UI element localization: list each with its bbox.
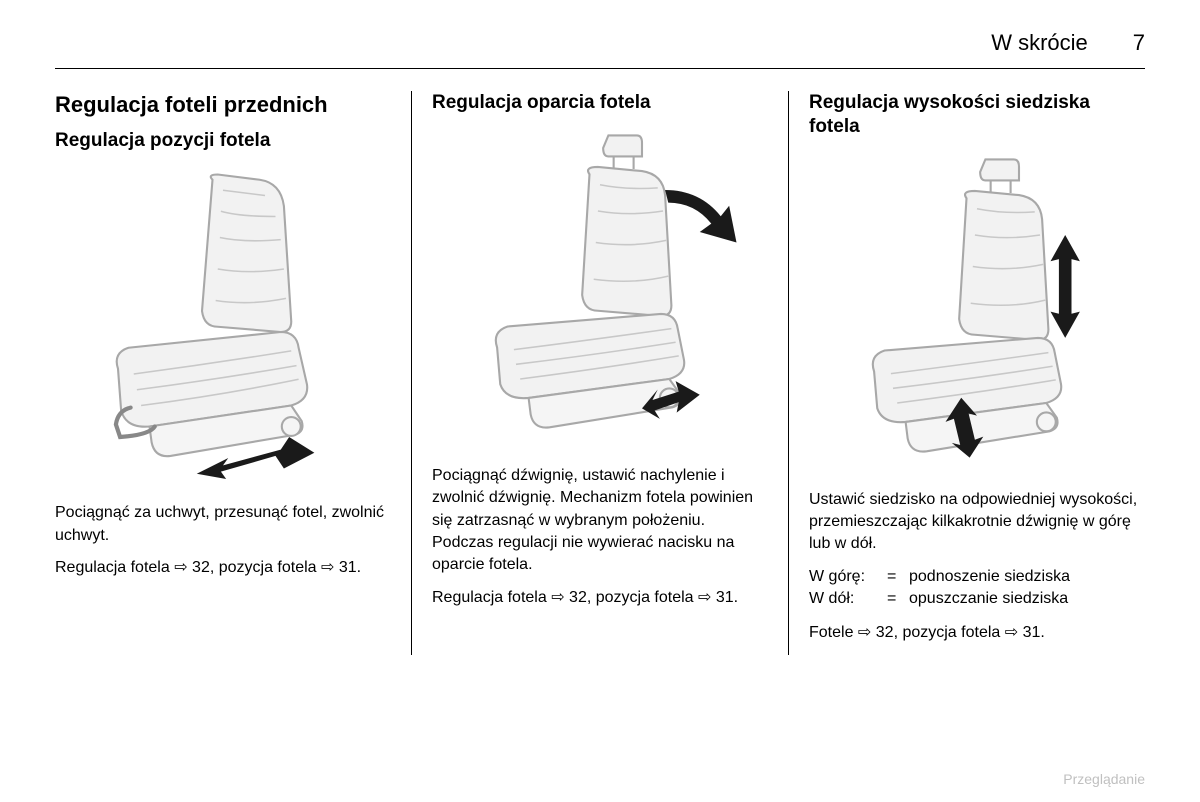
content-columns: Regulacja foteli przednich Regulacja poz… (55, 91, 1145, 655)
subsection-heading: Regulacja oparcia fotela (432, 91, 768, 115)
seat-backrest-illustration (432, 127, 768, 442)
definition-equals: = (887, 566, 901, 588)
definition-desc: podnoszenie siedziska (909, 566, 1070, 588)
paragraph: Regulacja fotela ⇨ 32, pozycja fotela ⇨ … (432, 587, 768, 609)
subsection-heading: Regulacja wysokości siedziska fotela (809, 91, 1145, 139)
page-header-title: W skrócie (991, 30, 1088, 56)
definition-label: W górę: (809, 566, 879, 588)
column-1: Regulacja foteli przednich Regulacja poz… (55, 91, 411, 655)
section-heading: Regulacja foteli przednich (55, 91, 391, 119)
paragraph: Pociągnąć za uchwyt, przesunąć fotel, zw… (55, 502, 391, 547)
paragraph: Pociągnąć dźwignię, ustawić nachylenie i… (432, 465, 768, 577)
definition-label: W dół: (809, 588, 879, 610)
definition-equals: = (887, 588, 901, 610)
paragraph: Fotele ⇨ 32, pozycja fotela ⇨ 31. (809, 622, 1145, 644)
seat-height-illustration (809, 151, 1145, 466)
paragraph: Regulacja fotela ⇨ 32, pozycja fotela ⇨ … (55, 557, 391, 579)
page-header: W skrócie 7 (55, 30, 1145, 69)
subsection-heading: Regulacja pozycji fotela (55, 129, 391, 153)
page-number: 7 (1133, 30, 1145, 56)
definition-desc: opuszczanie siedziska (909, 588, 1068, 610)
seat-position-illustration (55, 164, 391, 479)
definition-row: W dół: = opuszczanie siedziska (809, 588, 1145, 610)
column-3: Regulacja wysokości siedziska fotela (789, 91, 1145, 655)
definition-table: W górę: = podnoszenie siedziska W dół: =… (809, 566, 1145, 611)
paragraph: Ustawić siedzisko na odpowiedniej wysoko… (809, 489, 1145, 556)
column-2: Regulacja oparcia fotela Pociągną (411, 91, 789, 655)
definition-row: W górę: = podnoszenie siedziska (809, 566, 1145, 588)
footer-text: Przeglądanie (1063, 771, 1145, 787)
